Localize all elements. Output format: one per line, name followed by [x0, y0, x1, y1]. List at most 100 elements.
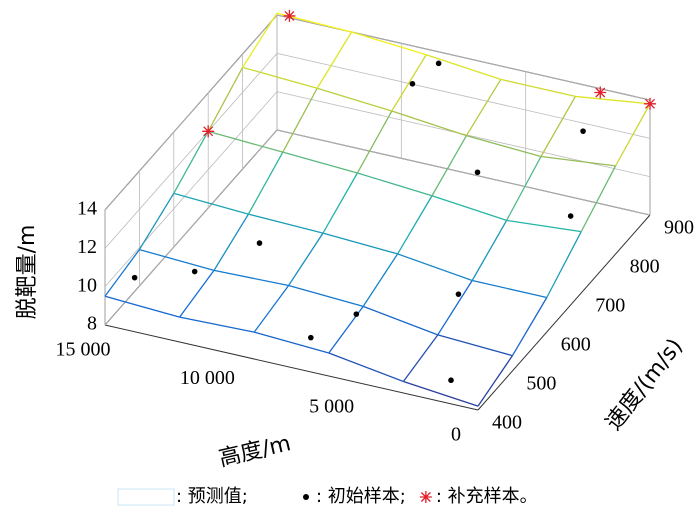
surface-mesh [471, 220, 508, 281]
initial-sample [567, 213, 574, 219]
surface-mesh [466, 135, 542, 158]
surface-mesh [437, 280, 473, 336]
surface-mesh [282, 87, 318, 153]
initial-sample [455, 291, 462, 297]
surface-mesh [138, 192, 175, 250]
surface-mesh [431, 135, 467, 197]
surface-mesh [322, 232, 398, 255]
supplement-sample [594, 86, 607, 99]
surface-mesh [472, 279, 547, 299]
surface-mesh [248, 213, 324, 234]
supplement-sample [283, 9, 296, 22]
surface-mesh [465, 79, 502, 137]
initial-sample [448, 377, 454, 384]
z-tick-label: 14 [77, 198, 97, 220]
surface-mesh [540, 155, 616, 167]
legend-label: : 初始样本; [316, 486, 406, 507]
surface-mesh [288, 284, 364, 307]
grid-line [104, 14, 651, 211]
x-tick-label: 5 000 [309, 395, 354, 417]
initial-sample [256, 240, 263, 246]
x-tick-label: 15 000 [56, 339, 111, 361]
surface-mesh [357, 172, 433, 197]
surface-mesh [208, 130, 283, 153]
surface-mesh [356, 110, 393, 174]
surface-mesh [362, 305, 439, 336]
surface-mesh [500, 78, 576, 98]
x-tick-label: 0 [451, 424, 461, 446]
y-tick-label: 800 [630, 256, 660, 278]
surface-mesh [506, 219, 582, 233]
surface-mesh [242, 66, 318, 89]
initial-sample [580, 128, 586, 134]
y-tick-label: 900 [664, 217, 694, 239]
y-tick-label: 400 [492, 412, 522, 434]
surface-mesh [615, 103, 651, 167]
z-tick-label: 12 [77, 236, 97, 258]
surface-mesh [397, 195, 433, 255]
surface-mesh [362, 253, 399, 307]
supplement-sample [644, 97, 656, 110]
z-tick-label: 10 [77, 274, 97, 296]
initial-sample [131, 274, 138, 281]
grid-line [104, 129, 651, 326]
legend-label: : 补充样本。 [436, 486, 538, 507]
surface-mesh [247, 151, 284, 215]
surface-mesh [282, 151, 358, 174]
x-axis-label: 高度/m [217, 431, 294, 472]
surface-mesh [431, 195, 507, 222]
surface-mesh [316, 31, 353, 89]
legend-swatch [117, 488, 175, 506]
surface-mesh [242, 12, 278, 68]
legend-label: : 预测值; [176, 486, 248, 507]
surface-mesh [173, 192, 249, 215]
initial-sample [353, 311, 360, 317]
surface-mesh [540, 96, 576, 157]
x-tick-label: 10 000 [180, 367, 235, 389]
initial-sample [435, 60, 442, 67]
axis-frame [104, 324, 479, 411]
surface-mesh [104, 249, 140, 297]
surface-mesh [580, 165, 617, 232]
z-tick-label: 8 [87, 313, 97, 335]
surface-mesh [397, 253, 473, 282]
y-tick-label: 600 [561, 334, 591, 356]
surface [104, 12, 651, 407]
initial-sample [191, 268, 198, 275]
supplement-sample [202, 125, 215, 138]
surface-mesh [575, 95, 651, 105]
initial-sample [409, 80, 416, 87]
initial-sample [308, 334, 314, 341]
legend-marker [419, 491, 432, 503]
surface-mesh [207, 67, 244, 132]
surface-mesh [546, 231, 582, 298]
surface-mesh [511, 297, 548, 356]
y-tick-label: 700 [595, 295, 625, 317]
surface-mesh [173, 131, 209, 194]
surface-mesh [506, 156, 542, 221]
surface-mesh [322, 172, 358, 234]
y-tick-label: 500 [526, 373, 556, 395]
axis-frame [477, 214, 651, 411]
surface-mesh [391, 54, 427, 112]
surface-mesh [328, 352, 404, 383]
surface-mesh [213, 213, 249, 271]
surface-mesh [351, 31, 427, 56]
surface-mesh [254, 331, 329, 354]
surface-mesh [402, 334, 439, 382]
initial-sample [474, 169, 481, 176]
surface-mesh [179, 316, 255, 333]
surface-mesh [139, 248, 215, 272]
grid-line [104, 52, 651, 249]
y-axis-label: 速度/(m/s) [601, 334, 688, 435]
surface-mesh [288, 232, 324, 286]
surface-mesh [253, 285, 290, 333]
surface-mesh [213, 269, 289, 287]
surface-mesh [317, 87, 392, 112]
surface-mesh [425, 54, 502, 81]
z-axis-label: 脱靶量/m [15, 225, 40, 320]
surface-mesh [391, 110, 467, 137]
surface-mesh [179, 270, 215, 318]
legend-marker [303, 494, 309, 500]
